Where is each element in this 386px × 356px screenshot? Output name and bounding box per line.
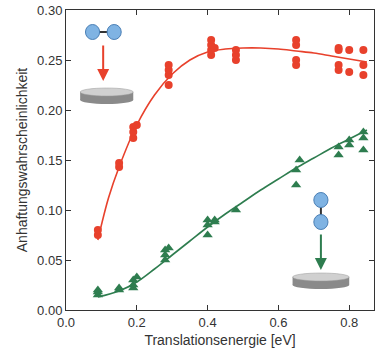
svg-text:0.4: 0.4 <box>199 315 217 330</box>
svg-text:0.05: 0.05 <box>37 253 62 268</box>
svg-text:0.2: 0.2 <box>128 315 146 330</box>
svg-text:0.00: 0.00 <box>37 303 62 318</box>
svg-text:0.25: 0.25 <box>37 53 62 68</box>
svg-text:0.6: 0.6 <box>269 315 287 330</box>
svg-text:0.10: 0.10 <box>37 203 62 218</box>
svg-text:0.30: 0.30 <box>37 3 62 18</box>
svg-text:0.20: 0.20 <box>37 103 62 118</box>
svg-text:Translationsenergie [eV]: Translationsenergie [eV] <box>144 332 295 348</box>
svg-text:0.0: 0.0 <box>57 315 75 330</box>
svg-text:Anhaftungswahrscheinlichkeit: Anhaftungswahrscheinlichkeit <box>14 68 30 253</box>
svg-text:0.8: 0.8 <box>340 315 358 330</box>
svg-text:0.15: 0.15 <box>37 153 62 168</box>
